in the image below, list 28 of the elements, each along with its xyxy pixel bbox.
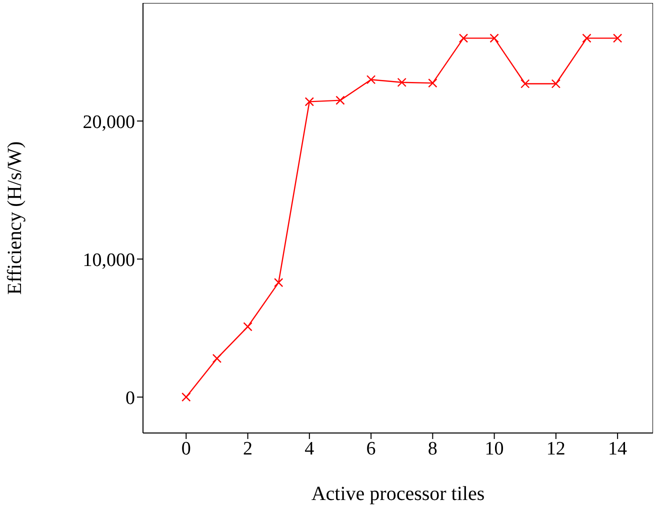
point: [182, 392, 191, 402]
point: [274, 278, 284, 288]
x-tick-label: 6: [366, 438, 376, 460]
point: [428, 78, 438, 88]
y-tick-label: 10,000: [82, 250, 135, 271]
point: [212, 354, 222, 364]
x-tick-label: 8: [428, 438, 438, 460]
point: [551, 79, 561, 88]
y-tick-label: 0: [126, 388, 135, 409]
point: [304, 97, 314, 106]
point: [490, 34, 499, 43]
point: [366, 75, 376, 84]
point: [520, 79, 530, 88]
point: [336, 96, 345, 105]
point: [397, 78, 406, 87]
point: [612, 34, 622, 43]
x-tick-label: 14: [608, 438, 628, 460]
x-axis-title: Active processor tiles: [311, 483, 485, 505]
point: [243, 322, 252, 332]
x-tick-label: 0: [181, 438, 191, 460]
x-tick-label: 10: [484, 438, 504, 460]
x-tick-label: 4: [304, 438, 315, 460]
point: [458, 34, 468, 43]
point: [582, 34, 592, 43]
y-tick-label: 20,000: [82, 112, 135, 133]
x-tick-label: 2: [243, 438, 253, 460]
x-tick-label: 12: [546, 438, 566, 460]
y-axis-title: Efficiency (H/s/W): [4, 141, 26, 295]
